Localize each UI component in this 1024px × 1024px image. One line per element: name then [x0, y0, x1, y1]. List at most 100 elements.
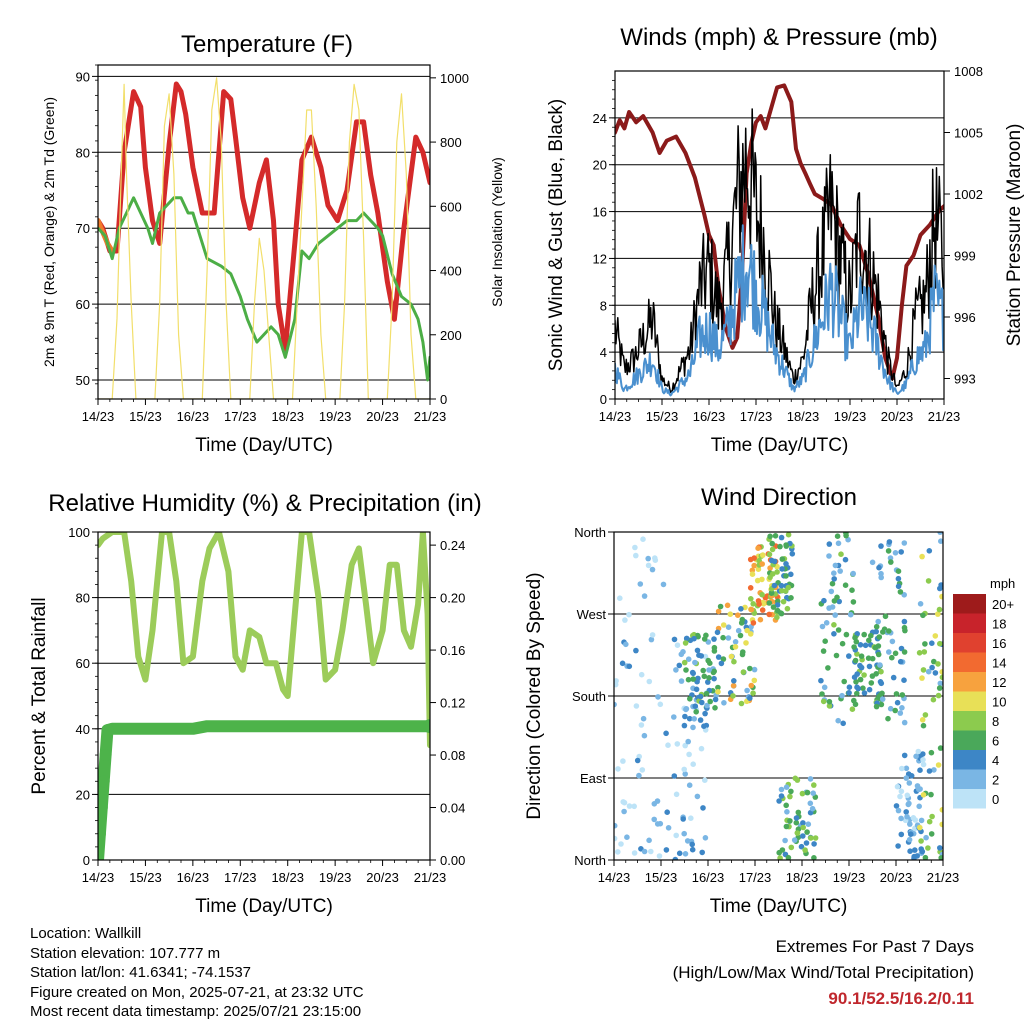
direction-point [912, 817, 919, 823]
direction-point [795, 809, 802, 816]
direction-point [939, 674, 943, 681]
humidity-title: Relative Humidity (%) & Precipitation (i… [48, 490, 481, 517]
direction-point [645, 562, 652, 569]
humidity-xtick-label: 15/23 [129, 870, 162, 885]
direction-point [826, 703, 833, 709]
direction-point [681, 830, 687, 837]
direction-point [640, 536, 646, 542]
direction-point [717, 603, 724, 610]
direction-point [892, 707, 898, 714]
direction-point [937, 745, 943, 751]
direction-point [633, 703, 640, 709]
direction-point [854, 671, 860, 677]
temperature-series-2 [98, 196, 430, 382]
direction-point [626, 663, 633, 670]
direction-point [917, 767, 923, 773]
direction-point [760, 552, 766, 558]
direction-point [915, 748, 922, 755]
winds-xtick-label: 17/23 [740, 409, 773, 424]
direction-point [812, 835, 819, 841]
speed-legend: mph 20+ 18 16 14 12 10 8 6 4 2 0 [953, 576, 1015, 809]
direction-point [894, 783, 901, 790]
direction-point [869, 655, 876, 662]
direction-point [715, 684, 721, 691]
direction-point [682, 713, 688, 720]
direction-point [739, 651, 746, 658]
direction-point [920, 756, 926, 763]
direction-point [901, 677, 907, 683]
direction-point [711, 668, 717, 675]
direction-point [805, 821, 812, 827]
direction-point [721, 700, 727, 706]
direction-plot [614, 532, 943, 860]
direction-point [788, 844, 795, 851]
direction-point [928, 749, 935, 756]
direction-point [916, 803, 922, 810]
direction-point [811, 782, 817, 788]
direction-point [621, 808, 627, 815]
direction-point [904, 813, 910, 820]
direction-point [715, 689, 721, 695]
humidity-y2tick-label: 0.16 [440, 643, 465, 658]
direction-point [649, 632, 656, 638]
winds-y2tick-label: 1005 [954, 126, 983, 141]
direction-point [725, 624, 732, 630]
direction-point [926, 548, 933, 554]
direction-point [835, 717, 841, 724]
direction-point [751, 562, 757, 569]
direction-point [922, 712, 929, 718]
direction-point [939, 669, 943, 675]
direction-point [937, 585, 943, 592]
direction-point [636, 772, 642, 779]
direction-point [860, 685, 866, 691]
direction-point [699, 849, 705, 856]
direction-point [901, 540, 908, 546]
direction-point [938, 855, 943, 860]
direction-point [711, 675, 717, 682]
direction-point [648, 636, 655, 643]
legend-label: 8 [992, 714, 999, 729]
direction-ytick-label: North [574, 525, 606, 540]
direction-point [912, 847, 918, 853]
temperature-xtick-label: 15/23 [129, 409, 162, 424]
direction-point [876, 634, 883, 640]
direction-point [843, 631, 850, 638]
direction-point [921, 649, 928, 655]
direction-point [720, 656, 727, 662]
direction-point [771, 558, 778, 565]
direction-point [826, 553, 832, 559]
temperature-xtick-label: 17/23 [224, 409, 257, 424]
direction-point [897, 793, 903, 800]
winds-ytick-label: 4 [600, 345, 607, 360]
direction-point [728, 653, 735, 660]
direction-point [624, 834, 630, 840]
direction-point [849, 706, 856, 712]
direction-xlabel: Time (Day/UTC) [710, 896, 848, 917]
humidity-xtick-label: 19/23 [319, 870, 352, 885]
direction-point [618, 841, 624, 847]
direction-point [849, 587, 855, 593]
direction-point [854, 651, 860, 657]
direction-point [799, 790, 806, 797]
direction-point [906, 780, 913, 786]
direction-point [928, 831, 935, 837]
direction-point [876, 564, 882, 571]
direction-point [877, 662, 883, 668]
direction-point [747, 665, 753, 672]
direction-point [902, 627, 908, 634]
direction-point [919, 675, 925, 681]
direction-point [846, 684, 853, 690]
temperature-ytick-label: 80 [76, 145, 90, 160]
temperature-xlabel: Time (Day/UTC) [195, 435, 333, 456]
humidity-y2tick-label: 0.08 [440, 748, 465, 763]
direction-point [932, 633, 939, 639]
direction-point [939, 821, 943, 828]
direction-point [678, 678, 685, 684]
direction-point [880, 629, 886, 635]
direction-point [639, 767, 646, 773]
direction-point [738, 620, 745, 626]
direction-point [712, 696, 719, 703]
legend-label: 4 [992, 753, 999, 768]
legend-swatch [953, 711, 986, 731]
direction-point [779, 847, 786, 853]
